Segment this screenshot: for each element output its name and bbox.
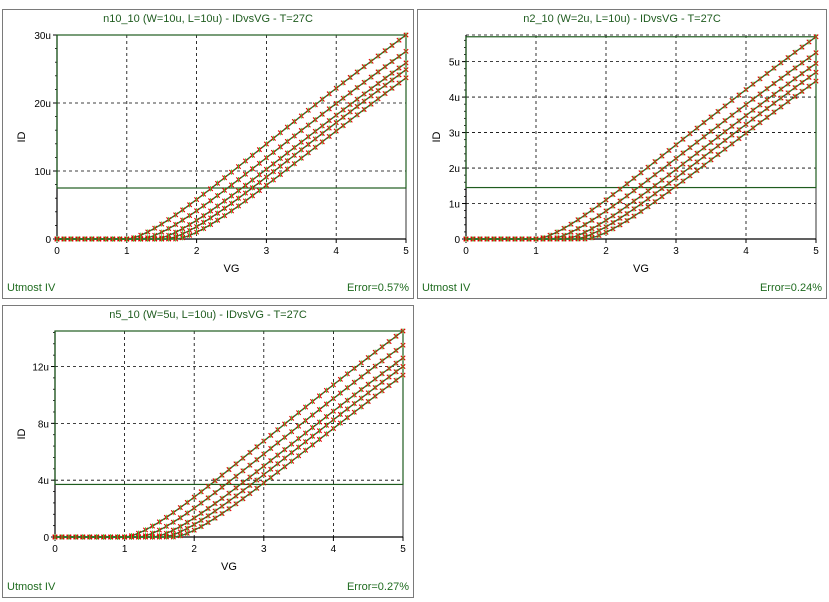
chart-plot-n10: 0 1 2 3 4 5 0 10u 20u 30u VG ID bbox=[16, 31, 409, 275]
x-tick-label: 3 bbox=[261, 544, 267, 555]
chart-title: n10_10 (W=10u, L=10u) - IDvsVG - T=27C bbox=[103, 13, 313, 25]
fit-window bbox=[56, 34, 407, 189]
y-tick-label: 20u bbox=[34, 99, 51, 110]
y-tick-label: 4u bbox=[449, 93, 460, 104]
error-readout: Error=0.27% bbox=[346, 581, 409, 593]
x-axis-label: VG bbox=[221, 561, 237, 573]
x-tick-label: 0 bbox=[54, 246, 60, 257]
chart-plot-n2: 0 1 2 3 4 5 0 1u 2u 3u 4u 5u VG ID bbox=[431, 34, 819, 275]
simulated-line bbox=[55, 330, 404, 538]
x-tick-label: 5 bbox=[400, 544, 406, 555]
x-tick-label: 2 bbox=[603, 246, 609, 257]
simulated-line bbox=[466, 80, 817, 240]
x-tick-label: 4 bbox=[331, 544, 337, 555]
series-4 bbox=[52, 363, 406, 540]
simulated-line bbox=[466, 36, 817, 240]
simulated-line bbox=[55, 365, 404, 538]
x-tick-label: 1 bbox=[122, 544, 128, 555]
fit-window bbox=[465, 36, 817, 189]
y-tick-label: 8u bbox=[38, 419, 49, 430]
x-tick-label: 3 bbox=[673, 246, 679, 257]
y-tick-label: 10u bbox=[34, 167, 51, 178]
x-tick-label: 4 bbox=[743, 246, 749, 257]
x-tick-label: 1 bbox=[124, 246, 130, 257]
x-axis-label: VG bbox=[224, 263, 240, 275]
y-tick-label: 12u bbox=[32, 363, 49, 374]
series-5 bbox=[463, 78, 819, 242]
chart-title: n5_10 (W=5u, L=10u) - IDvsVG - T=27C bbox=[109, 309, 307, 321]
series-4 bbox=[463, 69, 819, 242]
x-tick-label: 0 bbox=[463, 246, 469, 257]
y-tick-label: 4u bbox=[38, 476, 49, 487]
error-readout: Error=0.24% bbox=[759, 282, 822, 294]
fit-window bbox=[54, 330, 404, 486]
simulated-line bbox=[55, 374, 404, 538]
chart-title: n2_10 (W=2u, L=10u) - IDvsVG - T=27C bbox=[523, 13, 721, 25]
y-axis-label: ID bbox=[431, 131, 443, 142]
x-axis-label: VG bbox=[633, 263, 649, 275]
x-tick-label: 5 bbox=[813, 246, 819, 257]
x-tick-label: 3 bbox=[264, 246, 270, 257]
footer-left: Utmost IV bbox=[7, 282, 56, 294]
y-tick-label: 30u bbox=[34, 31, 51, 42]
x-tick-label: 4 bbox=[333, 246, 339, 257]
x-tick-label: 2 bbox=[194, 246, 200, 257]
y-tick-label: 3u bbox=[449, 129, 460, 140]
y-tick-label: 0 bbox=[45, 235, 51, 246]
y-axis-label: ID bbox=[16, 131, 28, 142]
series-3 bbox=[463, 60, 819, 242]
footer-left: Utmost IV bbox=[7, 581, 56, 593]
chart-plot-n5: 0 1 2 3 4 5 0 4u 8u 12u VG ID bbox=[16, 328, 406, 573]
series-5 bbox=[54, 75, 409, 242]
x-tick-label: 5 bbox=[403, 246, 409, 257]
series-4 bbox=[54, 67, 409, 242]
y-tick-label: 1u bbox=[449, 200, 460, 211]
series-3 bbox=[54, 60, 409, 242]
error-readout: Error=0.57% bbox=[346, 282, 409, 294]
chart-panel-n10: n10_10 (W=10u, L=10u) - IDvsVG - T=27C 0… bbox=[2, 9, 414, 299]
x-tick-label: 2 bbox=[191, 544, 197, 555]
series-5 bbox=[52, 372, 406, 540]
y-tick-label: 0 bbox=[43, 533, 49, 544]
y-tick-label: 0 bbox=[454, 235, 460, 246]
simulated-line bbox=[57, 69, 407, 240]
chart-panel-n2: n2_10 (W=2u, L=10u) - IDvsVG - T=27C 0 1 2… bbox=[417, 9, 827, 299]
x-tick-label: 0 bbox=[52, 544, 58, 555]
y-tick-label: 2u bbox=[449, 164, 460, 175]
y-axis-label: ID bbox=[16, 428, 28, 439]
y-tick-label: 5u bbox=[449, 58, 460, 69]
footer-left: Utmost IV bbox=[422, 282, 471, 294]
x-tick-label: 1 bbox=[533, 246, 539, 257]
